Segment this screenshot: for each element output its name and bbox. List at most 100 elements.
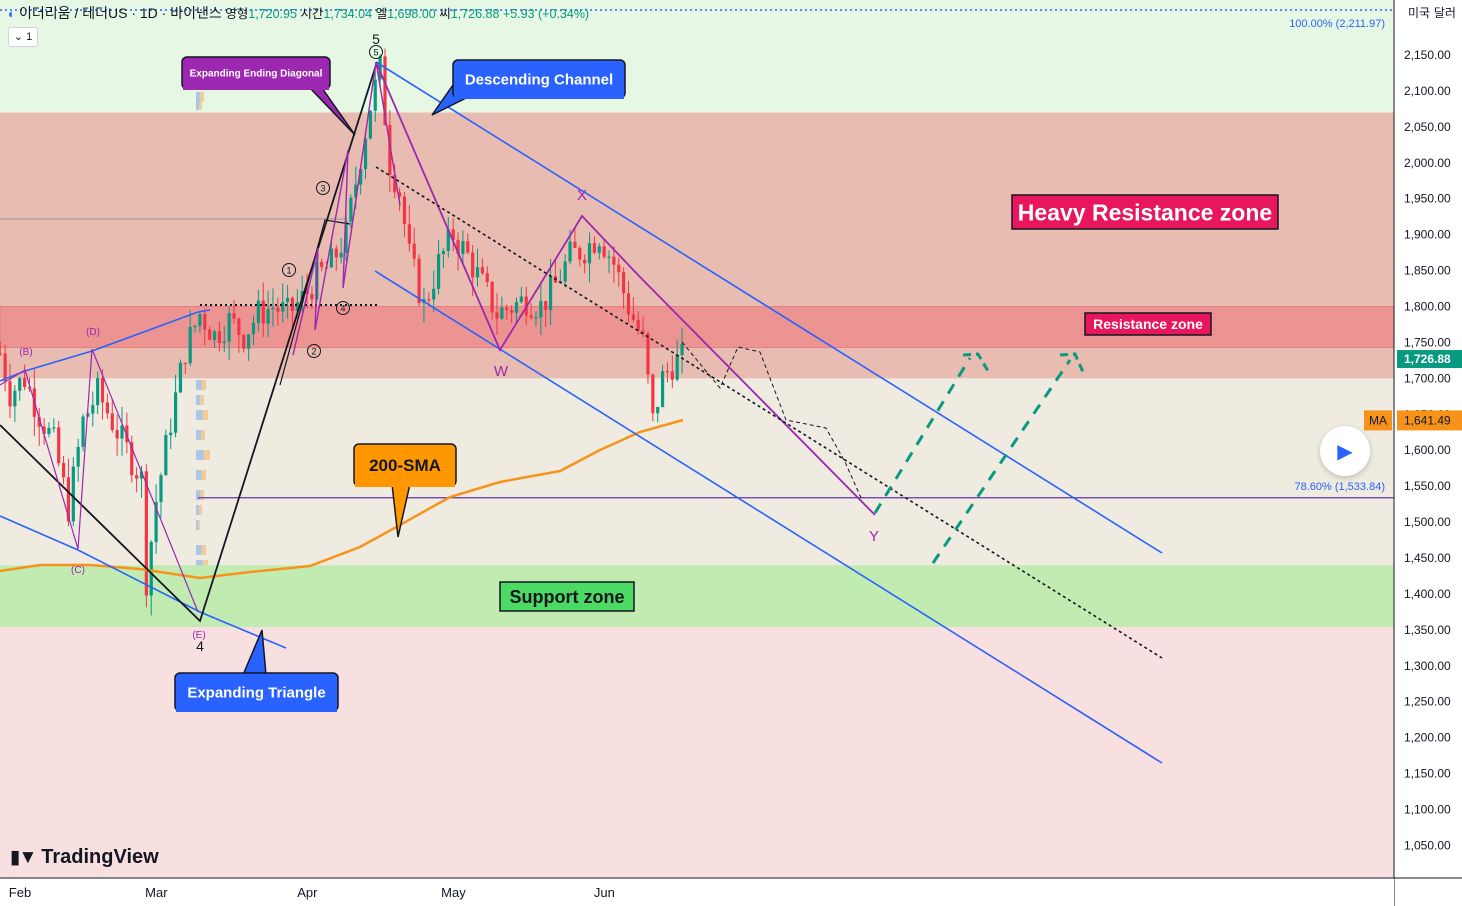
candle <box>641 330 645 334</box>
y-tick-label: 1,450.00 <box>1404 551 1451 565</box>
expanding-triangle-callout: Expanding Triangle <box>187 684 325 701</box>
wave-label-circle-3: 3 <box>320 184 325 194</box>
open-label: 영형 <box>225 7 249 21</box>
candle <box>178 362 183 393</box>
candle <box>13 390 17 407</box>
candle <box>144 471 148 596</box>
logo-text: TradingView <box>41 846 159 868</box>
wave-label-circle-1: 1 <box>286 266 291 276</box>
candle <box>81 416 85 447</box>
candle <box>242 335 246 349</box>
wave-label-w: W <box>494 363 509 380</box>
candle <box>461 241 465 254</box>
candle <box>183 362 187 365</box>
candle <box>173 392 178 433</box>
y-tick-label: 1,600.00 <box>1404 443 1451 457</box>
candle <box>631 314 635 320</box>
y-tick-label: 1,500.00 <box>1404 515 1451 529</box>
candle <box>490 281 494 313</box>
wave-label-c: (C) <box>71 565 85 576</box>
wave-label-x: X <box>577 187 587 204</box>
high-value: 1,734.04 <box>323 7 373 21</box>
wave-label-e: (E) <box>192 630 205 641</box>
candle <box>393 174 397 193</box>
volume-profile-bar <box>196 520 199 530</box>
candle <box>344 221 348 253</box>
y-tick-label: 1,300.00 <box>1404 659 1451 673</box>
volume-profile-bar <box>199 505 202 515</box>
triangle-lower-line <box>0 515 287 649</box>
y-tick-label: 1,800.00 <box>1404 300 1451 314</box>
volume-profile-bar <box>201 470 206 480</box>
candle <box>203 314 207 330</box>
y-tick-label: 2,050.00 <box>1404 120 1451 134</box>
last-price-tag: 1,726.88 <box>1404 352 1451 366</box>
candle <box>222 341 226 344</box>
sma200-callout: 200-SMA <box>369 456 441 475</box>
candle <box>188 326 192 364</box>
candle <box>349 197 353 222</box>
y-tick-label: 1,900.00 <box>1404 228 1451 242</box>
candle <box>66 477 71 522</box>
tradingview-logo[interactable]: ▮▼ TradingView <box>10 846 159 869</box>
candle <box>154 501 158 542</box>
candle <box>193 325 197 328</box>
triangle-wave-line <box>0 348 199 613</box>
candle <box>115 430 119 439</box>
wave-label-circle-3-circle <box>316 181 330 195</box>
candle <box>27 386 32 389</box>
candle <box>675 354 679 380</box>
wave-label-circle-5-circle <box>369 45 383 59</box>
candle <box>339 252 343 258</box>
candle <box>251 322 256 335</box>
low-label: 엘 <box>375 7 388 21</box>
candle <box>373 79 377 111</box>
volume-profile-bar <box>200 92 204 102</box>
candle <box>37 416 41 427</box>
candle <box>456 239 460 254</box>
symbol-title[interactable]: 이더리움 / 테더US · 1D · 바이낸스 <box>19 5 222 21</box>
candle <box>359 169 363 185</box>
candle <box>295 302 299 311</box>
candle <box>573 241 577 248</box>
bullish-arrow-1 <box>873 357 972 514</box>
replay-play-button[interactable]: ▶ <box>1320 426 1370 476</box>
candle <box>320 261 324 268</box>
wave-label-circle-2: 2 <box>311 347 316 357</box>
y-tick-label: 2,000.00 <box>1404 156 1451 170</box>
y-tick-label: 1,100.00 <box>1404 803 1451 817</box>
lower-pink-band <box>0 627 1394 878</box>
ending-diagonal-callout-seam <box>183 86 329 90</box>
x-tick-label: Feb <box>9 885 31 900</box>
candle <box>622 272 626 294</box>
x-tick-label: Apr <box>297 885 318 900</box>
candle <box>42 426 46 434</box>
wave-label-circle-4: 4 <box>340 304 345 314</box>
symbol-icon[interactable]: ◐ <box>8 7 16 21</box>
volume-profile-bar <box>196 505 200 515</box>
candle <box>398 192 402 197</box>
channel-upper-line <box>375 61 1163 554</box>
ending-diagonal-callout: Expanding Ending Diagonal <box>190 69 323 80</box>
wave-label-circle-1-circle <box>282 263 296 277</box>
open-value: 1,720.95 <box>248 7 297 21</box>
fib-786-label: 78.60% (1,533.84) <box>1294 481 1385 493</box>
expanding-triangle-callout-seam <box>176 708 337 712</box>
volume-profile-bar <box>196 92 201 102</box>
candle <box>539 300 543 318</box>
interval-toggle-button[interactable]: ⌄ 1 <box>8 27 38 47</box>
y-tick-label: 1,050.00 <box>1404 838 1451 852</box>
candle <box>159 475 163 502</box>
candle <box>217 331 222 344</box>
candle <box>285 297 290 303</box>
candle <box>3 353 7 382</box>
sma-200-line <box>0 418 684 580</box>
chart-header: ◐ 이더리움 / 테더US · 1D · 바이낸스 영형1,720.95 시간1… <box>8 3 589 23</box>
candle <box>227 313 231 342</box>
candle <box>412 243 416 259</box>
candle <box>402 196 407 225</box>
candle <box>602 246 606 257</box>
candle <box>578 247 582 260</box>
wave-label-d: (D) <box>86 327 100 338</box>
